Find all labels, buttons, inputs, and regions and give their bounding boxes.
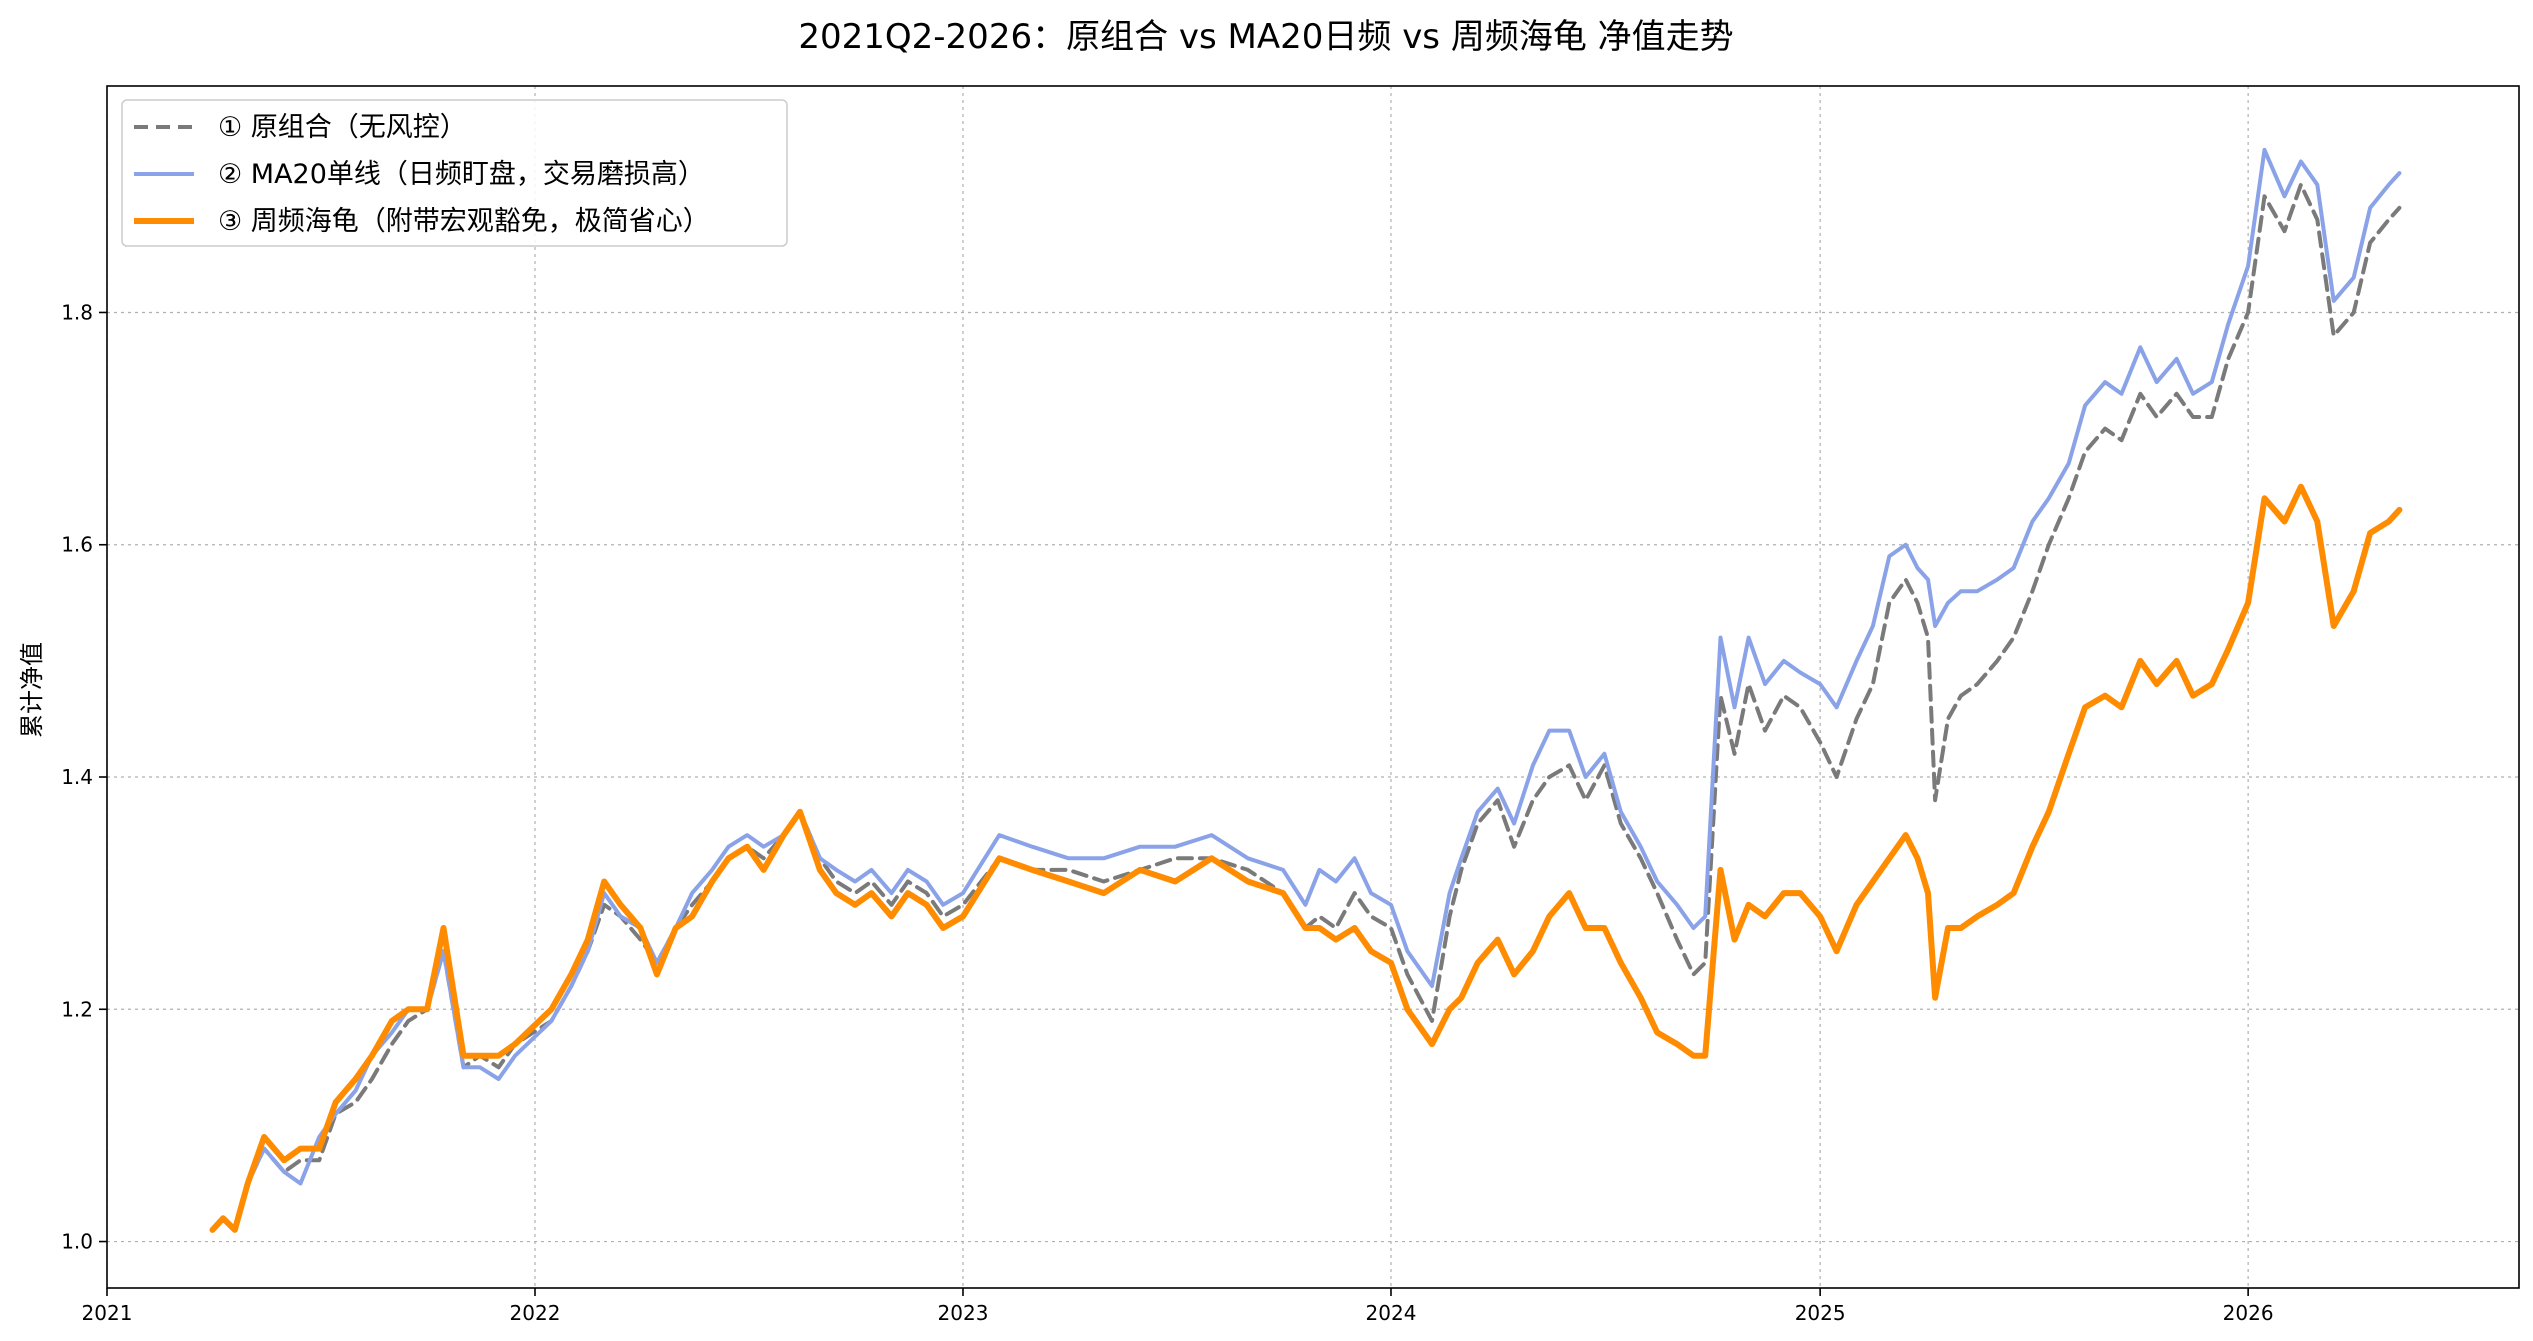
legend-entry-original-portfolio: ① 原组合（无风控） (134, 112, 467, 143)
legend-label: ① 原组合（无风控） (218, 112, 467, 143)
y-tick-label: 1.8 (61, 300, 93, 324)
y-tick-label: 1.4 (61, 765, 93, 789)
plot-area-frame (106, 85, 2520, 1289)
legend-entry-ma20-daily: ② MA20单线（日频盯盘，交易磨损高） (134, 159, 705, 190)
y-tick-label: 1.0 (61, 1230, 93, 1254)
x-tick-label: 2021 (82, 1301, 133, 1325)
chart-title: 2021Q2-2026：原组合 vs MA20日频 vs 周频海龟 净值走势 (798, 17, 1733, 57)
x-tick-label: 2022 (510, 1301, 561, 1325)
x-tick-label: 2024 (1366, 1301, 1417, 1325)
legend-label: ③ 周频海龟（附带宏观豁免，极简省心） (218, 206, 710, 237)
legend-entry-weekly-turtle: ③ 周频海龟（附带宏观豁免，极简省心） (134, 206, 710, 237)
x-tick-label: 2025 (1795, 1301, 1846, 1325)
series-ma20-daily-line (210, 147, 2402, 1232)
x-tick-label: 2026 (2223, 1301, 2274, 1325)
y-tick-label: 1.6 (61, 533, 93, 557)
series-weekly-turtle-line (209, 483, 2403, 1233)
legend-box (121, 99, 788, 247)
y-axis: 1.0 1.2 1.4 1.6 1.8 (61, 300, 107, 1254)
series-lines (209, 147, 2403, 1233)
x-tick-label: 2023 (938, 1301, 989, 1325)
x-axis: 2021 2022 2023 2024 2025 2026 (82, 1288, 2274, 1325)
y-tick-label: 1.2 (61, 997, 93, 1021)
y-axis-label: 累计净值 (18, 642, 46, 738)
legend: ① 原组合（无风控） ② MA20单线（日频盯盘，交易磨损高） ③ 周频海龟（附带宏… (121, 99, 788, 247)
legend-label: ② MA20单线（日频盯盘，交易磨损高） (218, 159, 705, 190)
